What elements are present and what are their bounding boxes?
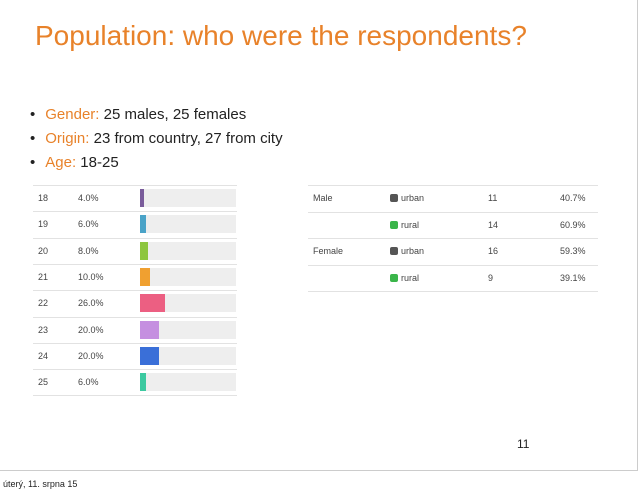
count: 11: [488, 193, 498, 203]
bar-track: [140, 215, 236, 234]
bar-track: [140, 373, 236, 392]
age-label: 22: [38, 298, 49, 309]
count: 9: [488, 272, 494, 283]
bar: [140, 373, 146, 392]
bar: [140, 189, 144, 207]
page-number: 11: [517, 437, 530, 451]
age-label: 23: [38, 324, 49, 335]
row-line: [33, 237, 237, 239]
area-label: rural: [401, 272, 420, 283]
percent-label: 20.0%: [78, 350, 104, 361]
bullet-dot: •: [30, 154, 36, 171]
age-label: 25: [38, 377, 49, 388]
bar: [140, 346, 160, 365]
bar: [140, 320, 160, 339]
bar-track: [140, 189, 236, 207]
row-line: [33, 185, 237, 186]
gender-label: Male: [313, 193, 333, 203]
bullet-text: 18-25: [80, 154, 119, 171]
bullet: • Age: 18-25: [30, 154, 119, 171]
percent: 59.3%: [560, 246, 586, 256]
age-label: 20: [38, 245, 49, 256]
bullet-key: Gender:: [45, 106, 100, 123]
bar: [140, 215, 146, 234]
row-line: [33, 290, 237, 292]
legend-square: [390, 273, 398, 282]
percent-label: 6.0%: [78, 219, 99, 230]
bullet-text: 23 from country, 27 from city: [93, 130, 283, 147]
bullet-text: 25 males, 25 females: [103, 106, 247, 123]
row-line: [33, 316, 237, 318]
area-label: rural: [401, 219, 420, 230]
percent: 40.7%: [560, 193, 586, 203]
bullet-key: Origin:: [45, 130, 90, 147]
percent: 60.9%: [560, 219, 586, 230]
bullet: • Gender: 25 males, 25 females: [30, 106, 246, 123]
row-line: [308, 238, 598, 239]
count: 16: [488, 246, 499, 256]
bar: [140, 294, 165, 313]
age-label: 24: [38, 350, 49, 361]
bullet-dot: •: [30, 130, 36, 147]
percent: 39.1%: [560, 272, 586, 283]
legend-square: [390, 247, 398, 255]
row-line: [33, 263, 237, 265]
row-line: [308, 291, 598, 292]
row-line: [33, 369, 237, 371]
age-label: 21: [38, 271, 49, 282]
gender-label: Female: [313, 246, 344, 256]
count: 14: [488, 219, 499, 230]
percent-label: 4.0%: [78, 193, 99, 203]
bullet-key: Age:: [45, 154, 77, 171]
row-line: [308, 185, 598, 186]
bar-track: [140, 241, 236, 260]
footer-line: [0, 470, 638, 471]
bar-track: [140, 267, 236, 286]
area-label: urban: [401, 193, 425, 203]
bullet: • Origin: 23 from country, 27 from city: [30, 130, 283, 147]
bar: [140, 241, 148, 260]
percent-label: 10.0%: [78, 271, 104, 282]
row-line: [33, 395, 237, 397]
row-line: [33, 211, 237, 213]
percent-label: 26.0%: [78, 298, 104, 309]
row-line: [33, 342, 237, 344]
footer-date: úterý, 11. srpna 15: [3, 479, 78, 489]
row-line: [308, 211, 598, 213]
title: Population: who were the respondents?: [35, 20, 527, 51]
area-label: urban: [401, 246, 425, 256]
percent-label: 20.0%: [78, 324, 104, 335]
bar: [140, 267, 150, 286]
bullet-dot: •: [30, 106, 36, 123]
age-label: 18: [38, 193, 49, 203]
bar-track: [140, 320, 236, 339]
legend-square: [390, 194, 398, 202]
age-label: 19: [38, 219, 49, 230]
row-line: [308, 264, 598, 266]
legend-square: [390, 220, 398, 229]
percent-label: 6.0%: [78, 377, 99, 388]
percent-label: 8.0%: [78, 245, 99, 256]
bar-track: [140, 346, 236, 365]
